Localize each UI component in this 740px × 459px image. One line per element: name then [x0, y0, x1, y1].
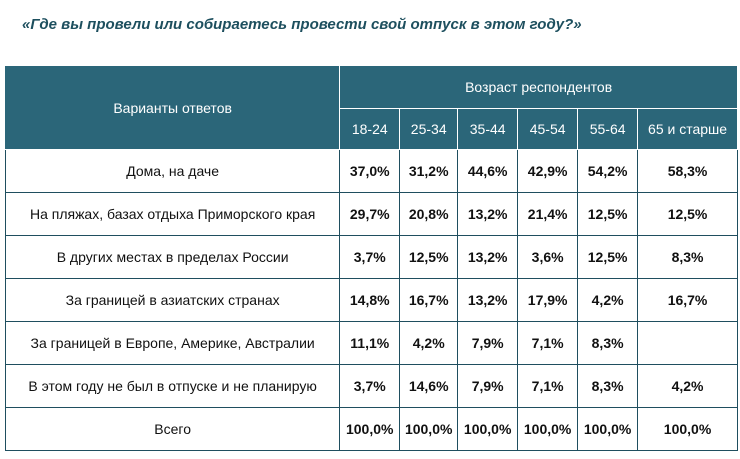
cell: 3,6%	[517, 235, 579, 279]
row-label: В этом году не был в отпуске и не планир…	[4, 364, 341, 408]
cell: 4,2%	[399, 321, 459, 365]
cell: 4,2%	[577, 278, 639, 322]
row: В этом году не был в отпуске и не планир…	[4, 364, 738, 408]
cell: 100,0%	[399, 407, 459, 451]
cell: 12,5%	[577, 192, 639, 236]
cell: 4,2%	[637, 364, 738, 408]
cell: 100,0%	[517, 407, 579, 451]
row-label: На пляжах, базах отдыха Приморского края	[4, 192, 341, 236]
cell: 16,7%	[399, 278, 459, 322]
cell: 8,3%	[637, 235, 738, 279]
cell: 12,5%	[577, 235, 639, 279]
row: За границей в азиатских странах 14,8% 16,7…	[4, 278, 738, 322]
cell: 20,8%	[399, 192, 459, 236]
cell: 17,9%	[517, 278, 579, 322]
age-group: 18-24	[339, 108, 401, 150]
row: В других местах в пределах России 3,7% 12,…	[4, 235, 738, 279]
cell: 16,7%	[637, 278, 738, 322]
cell: 7,1%	[517, 321, 579, 365]
cell: 7,9%	[457, 364, 519, 408]
cell: 7,1%	[517, 364, 579, 408]
cell: 14,8%	[339, 278, 401, 322]
row-label: Дома, на даче	[4, 149, 341, 193]
cell: 29,7%	[339, 192, 401, 236]
cell: 12,5%	[637, 192, 738, 236]
cell: 44,6%	[457, 149, 519, 193]
cell: 13,2%	[457, 192, 519, 236]
row-label: За границей в азиатских странах	[4, 278, 341, 322]
cell: 13,2%	[457, 235, 519, 279]
cell: 100,0%	[577, 407, 639, 451]
cell: 8,3%	[577, 321, 639, 365]
row: За границей в Европе, Америке, Австралии…	[4, 321, 738, 365]
age-group: 25-34	[399, 108, 459, 150]
age-group: 35-44	[457, 108, 519, 150]
age-group: 55-64	[577, 108, 639, 150]
cell: 58,3%	[637, 149, 738, 193]
cell: 37,0%	[339, 149, 401, 193]
cell: 100,0%	[457, 407, 519, 451]
cell: 11,1%	[339, 321, 401, 365]
row-label: Всего	[4, 407, 341, 451]
options-header: Варианты ответов	[4, 65, 341, 150]
cell: 100,0%	[339, 407, 401, 451]
age-group: 45-54	[517, 108, 579, 150]
age-header: Возраст респондентов	[339, 65, 738, 109]
cell: 8,3%	[577, 364, 639, 408]
survey-table: Варианты ответов Возраст респондентов 18-…	[4, 65, 738, 451]
cell: 14,6%	[399, 364, 459, 408]
row: Дома, на даче 37,0% 31,2% 44,6% 42,9% 54,2% 58…	[4, 149, 738, 193]
cell: 7,9%	[457, 321, 519, 365]
title: «Где вы провели или собираетесь провести…	[22, 16, 582, 33]
cell: 13,2%	[457, 278, 519, 322]
cell: 42,9%	[517, 149, 579, 193]
age-group: 65 и старше	[637, 108, 738, 150]
row: На пляжах, базах отдыха Приморского края…	[4, 192, 738, 236]
cell: 31,2%	[399, 149, 459, 193]
cell	[637, 321, 738, 365]
row: Всего 100,0% 100,0% 100,0% 100,0% 100,0% 100,0…	[4, 407, 738, 451]
row-label: За границей в Европе, Америке, Австралии	[4, 321, 341, 365]
cell: 12,5%	[399, 235, 459, 279]
cell: 21,4%	[517, 192, 579, 236]
cell: 100,0%	[637, 407, 738, 451]
cell: 54,2%	[577, 149, 639, 193]
cell: 3,7%	[339, 235, 401, 279]
cell: 3,7%	[339, 364, 401, 408]
row-label: В других местах в пределах России	[4, 235, 341, 279]
